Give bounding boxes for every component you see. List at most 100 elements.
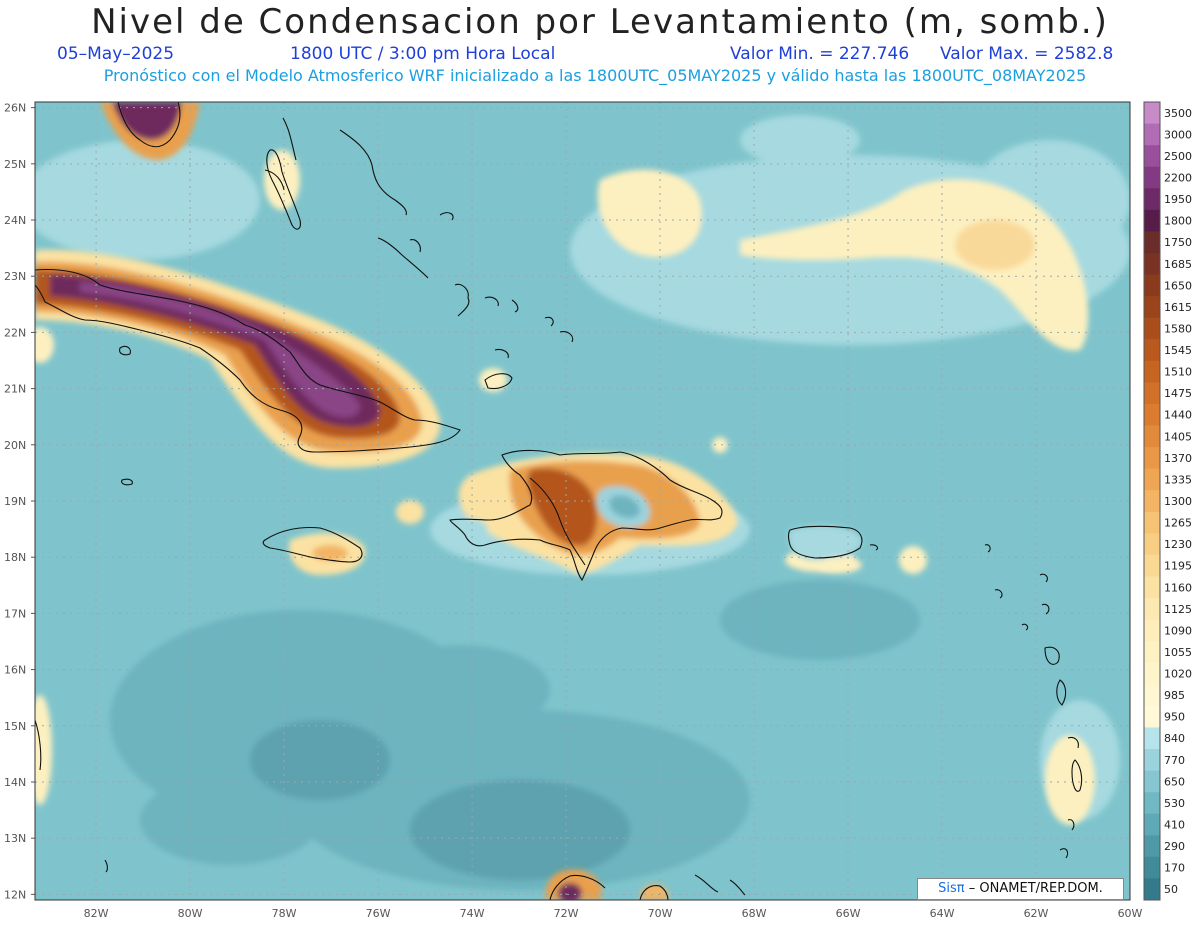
colorbar-swatch xyxy=(1144,856,1160,879)
colorbar-swatch xyxy=(1144,102,1160,125)
colorbar-label: 290 xyxy=(1164,840,1185,853)
lat-label: 22N xyxy=(4,326,26,339)
lat-label: 15N xyxy=(4,720,26,733)
colorbar-label: 650 xyxy=(1164,775,1185,788)
lon-label: 72W xyxy=(554,907,579,920)
colorbar-swatch xyxy=(1144,252,1160,276)
colorbar-label: 1335 xyxy=(1164,473,1192,486)
colorbar-label: 1510 xyxy=(1164,366,1192,379)
colorbar-swatch xyxy=(1144,878,1160,901)
colorbar-swatch xyxy=(1144,209,1160,232)
forecast-time: 1800 UTC / 3:00 pm Hora Local xyxy=(290,44,556,64)
colorbar-label: 1370 xyxy=(1164,452,1192,465)
lon-label: 66W xyxy=(836,907,861,920)
lat-label: 17N xyxy=(4,607,26,620)
lon-label: 80W xyxy=(178,907,203,920)
lat-label: 12N xyxy=(4,888,26,901)
lon-label: 78W xyxy=(272,907,297,920)
colorbar-label: 1615 xyxy=(1164,301,1192,314)
colorbar-label: 1650 xyxy=(1164,279,1192,292)
colorbar-label: 170 xyxy=(1164,862,1185,875)
colorbar-label: 1230 xyxy=(1164,538,1192,551)
value-max: Valor Max. = 2582.8 xyxy=(940,44,1114,64)
colorbar-label: 1440 xyxy=(1164,409,1192,422)
colorbar-swatch xyxy=(1144,382,1160,405)
sispi-logo: Sisπ xyxy=(938,881,965,896)
colorbar-label: 1405 xyxy=(1164,430,1192,443)
colorbar-swatch xyxy=(1144,360,1160,383)
colorbar-label: 3000 xyxy=(1164,128,1192,141)
colorbar-border xyxy=(1143,101,1161,901)
lon-label: 60W xyxy=(1118,907,1143,920)
colorbar-label: 1800 xyxy=(1164,215,1192,228)
latitude-labels: 26N 25N 24N 23N 22N 21N 20N 19N 18N 17N 16N 15N 14N 1… xyxy=(4,102,35,901)
value-min: Valor Min. = 227.746 xyxy=(730,44,910,64)
colorbar-label: 1125 xyxy=(1164,603,1192,616)
colorbar-label: 1195 xyxy=(1164,560,1192,573)
colorbar-label: 840 xyxy=(1164,732,1185,745)
colorbar-swatch xyxy=(1144,296,1160,319)
colorbar-swatch xyxy=(1144,813,1160,836)
colorbar-label: 1090 xyxy=(1164,624,1192,637)
colorbar-swatch xyxy=(1144,641,1160,664)
colorbar-label: 950 xyxy=(1164,711,1185,724)
colorbar-swatch xyxy=(1144,533,1160,556)
colorbar-label: 530 xyxy=(1164,797,1185,810)
colorbar-swatch xyxy=(1144,188,1160,211)
lat-label: 16N xyxy=(4,664,26,677)
lon-label: 70W xyxy=(648,907,673,920)
colorbar-label: 2200 xyxy=(1164,171,1192,184)
lat-label: 13N xyxy=(4,832,26,845)
colorbar-swatch xyxy=(1144,554,1160,577)
colorbar-label: 1475 xyxy=(1164,387,1192,400)
colorbar-swatch xyxy=(1144,662,1160,685)
lon-label: 64W xyxy=(930,907,955,920)
credit-text: – ONAMET/REP.DOM. xyxy=(968,881,1103,896)
colorbar-swatch xyxy=(1144,770,1160,793)
colorbar-swatch xyxy=(1144,490,1160,513)
colorbar-swatch xyxy=(1144,403,1160,427)
colorbar-swatch xyxy=(1144,145,1160,168)
lat-label: 24N xyxy=(4,214,26,227)
colorbar-swatch xyxy=(1144,598,1160,621)
colorbar-swatch xyxy=(1144,684,1160,707)
colorbar-label: 1160 xyxy=(1164,581,1192,594)
colorbar-swatch xyxy=(1144,339,1160,362)
colorbar-swatch xyxy=(1144,792,1160,815)
colorbar-swatch xyxy=(1144,619,1160,642)
lon-label: 76W xyxy=(366,907,391,920)
colorbar-swatch xyxy=(1144,468,1160,491)
coastlines xyxy=(35,102,1083,900)
credit-badge: Sisπ – ONAMET/REP.DOM. xyxy=(917,878,1124,900)
colorbar-label: 1750 xyxy=(1164,236,1192,249)
colorbar-swatch xyxy=(1144,317,1160,340)
longitude-labels: 82W 80W 78W 76W 74W 72W 70W 68W 66W 64W 62W 60W xyxy=(84,907,1143,920)
forecast-date: 05–May–2025 xyxy=(57,44,175,64)
colorbar-label: 50 xyxy=(1164,883,1178,896)
colorbar-swatch xyxy=(1144,749,1160,772)
colorbar-label: 770 xyxy=(1164,754,1185,767)
colorbar-label: 1300 xyxy=(1164,495,1192,508)
lon-label: 74W xyxy=(460,907,485,920)
lon-label: 62W xyxy=(1024,907,1049,920)
colorbar-swatch xyxy=(1144,166,1160,189)
colorbar-label: 1685 xyxy=(1164,258,1192,271)
colorbar-label: 2500 xyxy=(1164,150,1192,163)
colorbar-label: 1265 xyxy=(1164,517,1192,530)
lat-label: 26N xyxy=(4,102,26,115)
lcl-field xyxy=(35,102,1130,900)
colorbar-swatch xyxy=(1144,835,1160,858)
page-title: Nivel de Condensacion por Levantamiento … xyxy=(91,2,1109,42)
colorbar-swatch xyxy=(1144,705,1160,728)
colorbar-swatch xyxy=(1144,425,1160,448)
grid-lines xyxy=(35,102,1130,900)
colorbar-swatch xyxy=(1144,231,1160,254)
colorbar-label: 410 xyxy=(1164,819,1185,832)
colorbar-label: 1055 xyxy=(1164,646,1192,659)
colorbar-label: 985 xyxy=(1164,689,1185,702)
lat-label: 25N xyxy=(4,158,26,171)
colorbar-swatch xyxy=(1144,727,1160,750)
lat-label: 14N xyxy=(4,776,26,789)
lat-label: 18N xyxy=(4,551,26,564)
